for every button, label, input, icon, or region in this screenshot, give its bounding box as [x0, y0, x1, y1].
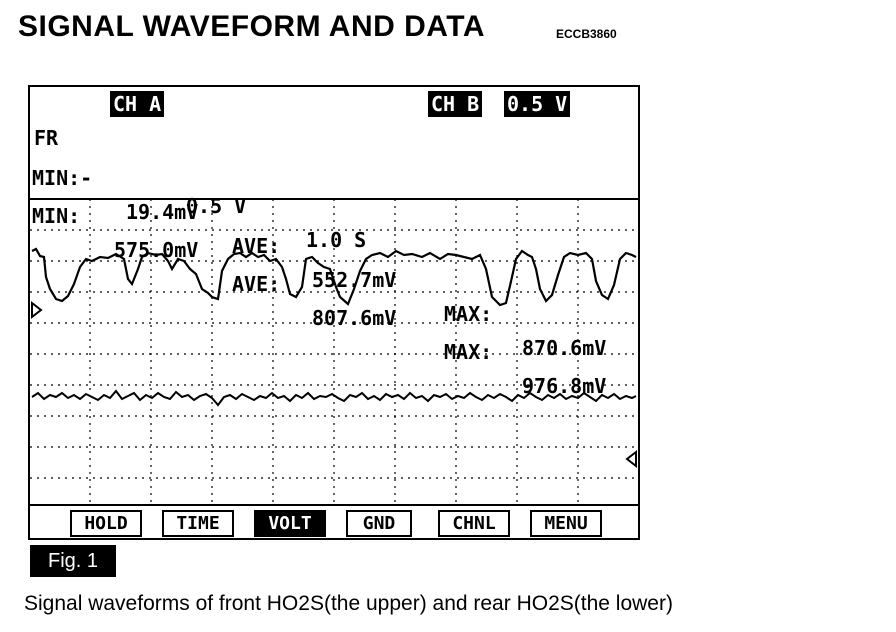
grid-lines	[30, 199, 638, 507]
header-row: FR CH A 0.5 V 1.0 S CH B 0.5 V	[30, 87, 638, 252]
max-value: 976.8mV	[522, 374, 607, 398]
fr-label: FR	[34, 126, 59, 150]
channel-a-stats-row: MIN:- 19.4mV AVE: 552.7mV MAX: 870.6mV	[30, 127, 638, 360]
channel-a-ground-marker-icon	[31, 300, 43, 320]
figure-label: Fig. 1	[30, 545, 116, 577]
time-scale: 1.0 S	[306, 228, 367, 252]
min-value: 19.4mV	[126, 200, 199, 224]
waveform-grid	[30, 199, 638, 507]
ave-value: 807.6mV	[312, 306, 397, 330]
time-button[interactable]: TIME	[162, 510, 234, 537]
min-label: MIN:-	[32, 166, 93, 190]
min-value: 575.0mV	[114, 238, 199, 262]
channel-a-waveform	[31, 247, 637, 307]
function-button-bar: HOLD TIME VOLT GND CHNL MENU	[30, 505, 638, 540]
min-label: MIN:	[32, 204, 81, 228]
menu-button[interactable]: MENU	[530, 510, 602, 537]
gnd-button[interactable]: GND	[346, 510, 412, 537]
channel-b-label: CH B	[428, 91, 483, 117]
max-label: MAX:	[444, 302, 493, 326]
channel-b-stats-row: MIN: 575.0mV AVE: 807.6mV MAX: 976.8mV	[30, 165, 638, 398]
hold-button[interactable]: HOLD	[70, 510, 142, 537]
figure-code: ECCB3860	[556, 27, 617, 41]
oscilloscope-screen: FR CH A 0.5 V 1.0 S CH B 0.5 V MIN:- 19.…	[28, 85, 640, 540]
max-label: MAX:	[444, 340, 493, 364]
volt-button[interactable]: VOLT	[254, 510, 326, 537]
button-bar-divider	[30, 504, 638, 506]
channel-b-scale: 0.5 V	[504, 91, 571, 117]
channel-b-waveform	[31, 389, 637, 407]
channel-a-label: CH A	[110, 91, 165, 117]
page-title: SIGNAL WAVEFORM AND DATA	[18, 10, 485, 43]
chnl-button[interactable]: CHNL	[438, 510, 510, 537]
channel-b-ground-marker-icon	[625, 449, 637, 469]
max-value: 870.6mV	[522, 336, 607, 360]
figure-caption: Signal waveforms of front HO2S(the upper…	[24, 592, 673, 615]
